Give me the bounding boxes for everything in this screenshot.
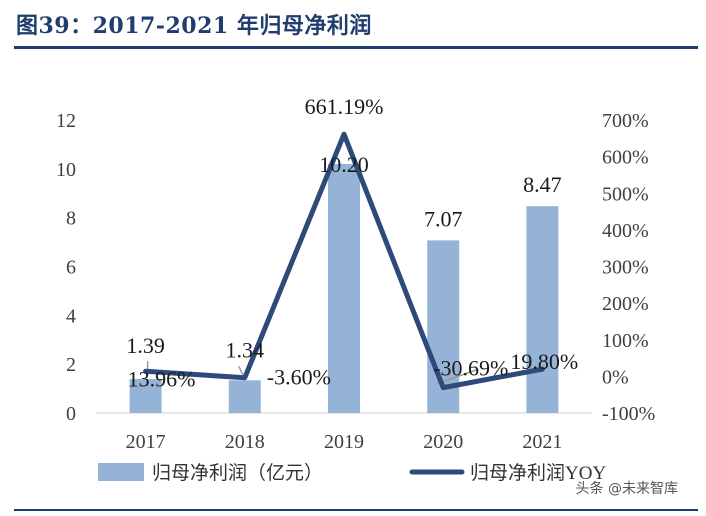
x-tick-label: 2018 (225, 431, 265, 453)
line-label-2020: -30.69% (433, 356, 508, 381)
right-tick-label: -100% (602, 403, 655, 425)
right-tick-label: 500% (602, 183, 649, 205)
right-tick-label: 400% (602, 220, 649, 242)
bar-2019 (328, 163, 360, 413)
line-data-labels: 13.96% -3.60% 661.19% -30.69% 19.80% (128, 94, 579, 391)
title-divider (14, 46, 698, 49)
bar-2021 (526, 206, 559, 413)
leader-line (436, 368, 478, 385)
left-tick-label: 8 (66, 208, 76, 230)
right-tick-label: 200% (602, 293, 649, 315)
bar-series (129, 163, 559, 413)
left-tick-label: 6 (66, 257, 76, 279)
left-tick-label: 10 (56, 159, 76, 181)
legend-bar-label: 归母净利润（亿元） (152, 462, 323, 484)
right-tick-label: 700% (602, 110, 649, 132)
right-tick-label: 600% (602, 147, 649, 169)
left-tick-label: 12 (56, 110, 76, 132)
yoy-line (143, 131, 545, 391)
right-axis-ticks: -100% 0% 100% 200% 300% 400% 500% 600% 700% (602, 110, 655, 425)
line-label-2017: 13.96% (128, 366, 196, 391)
bar-2017 (129, 379, 162, 413)
bar-2018 (228, 380, 261, 413)
figure-title: 图39：2017-2021 年归母净利润 (16, 13, 372, 39)
bar-label-2020: 7.07 (424, 206, 463, 231)
bar-data-labels: 1.39 1.34 10.20 7.07 8.47 (126, 152, 561, 362)
left-tick-label: 0 (66, 403, 76, 425)
x-tick-label: 2019 (324, 431, 364, 453)
x-tick-label: 2017 (126, 431, 166, 453)
x-tick-label: 2020 (423, 431, 463, 453)
bar-label-2017: 1.39 (126, 333, 165, 358)
bar-label-2019: 10.20 (319, 152, 369, 177)
legend: 归母净利润（亿元） 归母净利润YOY (98, 462, 606, 484)
bottom-divider (14, 509, 698, 511)
legend-line-label: 归母净利润YOY (470, 462, 606, 484)
bar-label-2018: 1.34 (226, 337, 265, 362)
line-label-2018: -3.60% (267, 365, 331, 390)
bar-label-2021: 8.47 (523, 172, 562, 197)
right-tick-label: 300% (602, 257, 649, 279)
leader-line (238, 365, 244, 376)
left-tick-label: 4 (66, 305, 76, 327)
left-axis-ticks: 0 2 4 6 8 10 12 (56, 110, 76, 425)
right-tick-label: 100% (602, 330, 649, 352)
x-axis-ticks: 2017 2018 2019 2020 2021 (126, 431, 563, 453)
left-tick-label: 2 (66, 354, 76, 376)
x-tick-label: 2021 (522, 431, 562, 453)
legend-bar-swatch (98, 463, 144, 481)
watermark: 头条 @未来智库 (575, 481, 678, 497)
right-tick-label: 0% (602, 366, 629, 388)
line-label-2021: 19.80% (510, 349, 578, 374)
line-label-2019: 661.19% (305, 94, 384, 119)
